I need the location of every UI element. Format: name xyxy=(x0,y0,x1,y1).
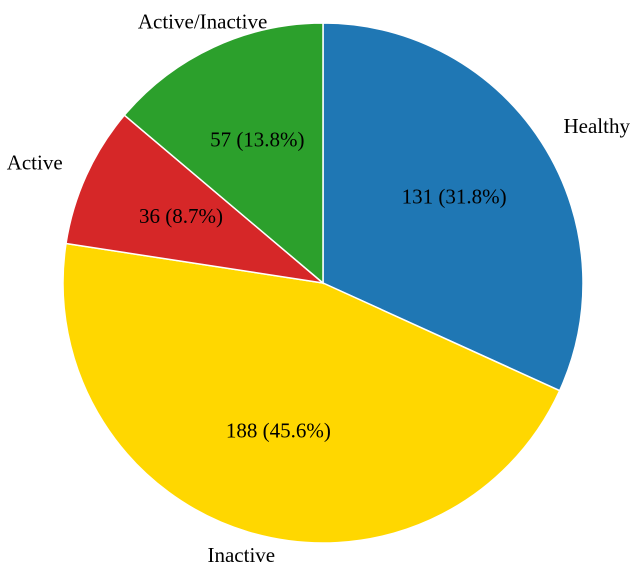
category-label: Inactive xyxy=(207,543,275,567)
category-label: Active/Inactive xyxy=(138,9,267,33)
value-label: 188 (45.6%) xyxy=(226,418,331,442)
pie-slice xyxy=(62,242,561,544)
category-label: Healthy xyxy=(563,114,630,138)
pie-slice xyxy=(322,22,584,392)
category-label: Active xyxy=(7,150,63,174)
pie-slice xyxy=(123,22,324,285)
value-label: 131 (31.8%) xyxy=(402,184,507,208)
value-label: 57 (13.8%) xyxy=(210,127,304,151)
pie-slice xyxy=(65,114,326,285)
value-label: 36 (8.7%) xyxy=(139,204,223,228)
